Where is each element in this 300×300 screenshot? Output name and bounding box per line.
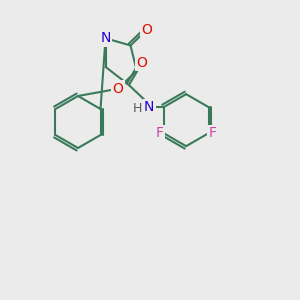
Text: F: F [156, 126, 164, 140]
Text: O: O [112, 82, 124, 96]
Text: O: O [136, 56, 147, 70]
Text: N: N [144, 100, 154, 114]
Text: N: N [100, 31, 111, 45]
Text: O: O [141, 23, 152, 37]
Text: H: H [133, 102, 142, 115]
Text: F: F [208, 126, 217, 140]
